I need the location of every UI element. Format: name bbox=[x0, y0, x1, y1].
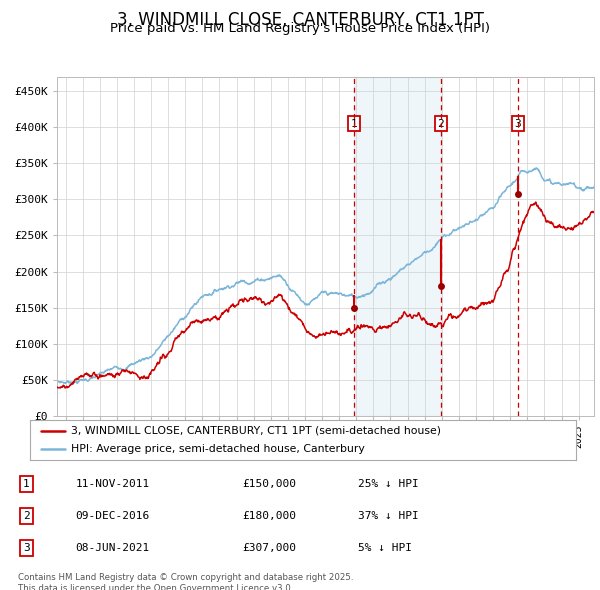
Text: 5% ↓ HPI: 5% ↓ HPI bbox=[358, 543, 412, 553]
Text: £150,000: £150,000 bbox=[242, 479, 296, 489]
Text: 3, WINDMILL CLOSE, CANTERBURY, CT1 1PT (semi-detached house): 3, WINDMILL CLOSE, CANTERBURY, CT1 1PT (… bbox=[71, 426, 441, 436]
Text: 25% ↓ HPI: 25% ↓ HPI bbox=[358, 479, 418, 489]
Text: 3: 3 bbox=[514, 119, 521, 129]
Text: 11-NOV-2011: 11-NOV-2011 bbox=[76, 479, 149, 489]
Text: 1: 1 bbox=[350, 119, 357, 129]
Text: 3: 3 bbox=[23, 543, 30, 553]
Text: 2: 2 bbox=[437, 119, 444, 129]
Text: Price paid vs. HM Land Registry's House Price Index (HPI): Price paid vs. HM Land Registry's House … bbox=[110, 22, 490, 35]
Text: Contains HM Land Registry data © Crown copyright and database right 2025.
This d: Contains HM Land Registry data © Crown c… bbox=[18, 573, 353, 590]
Text: £307,000: £307,000 bbox=[242, 543, 296, 553]
Text: 2: 2 bbox=[23, 512, 30, 521]
Text: 1: 1 bbox=[23, 479, 30, 489]
Text: 09-DEC-2016: 09-DEC-2016 bbox=[76, 512, 149, 521]
Text: 37% ↓ HPI: 37% ↓ HPI bbox=[358, 512, 418, 521]
Text: 08-JUN-2021: 08-JUN-2021 bbox=[76, 543, 149, 553]
Text: 3, WINDMILL CLOSE, CANTERBURY, CT1 1PT: 3, WINDMILL CLOSE, CANTERBURY, CT1 1PT bbox=[116, 11, 484, 29]
Text: £180,000: £180,000 bbox=[242, 512, 296, 521]
Bar bbox=[354, 77, 441, 416]
Text: HPI: Average price, semi-detached house, Canterbury: HPI: Average price, semi-detached house,… bbox=[71, 444, 365, 454]
